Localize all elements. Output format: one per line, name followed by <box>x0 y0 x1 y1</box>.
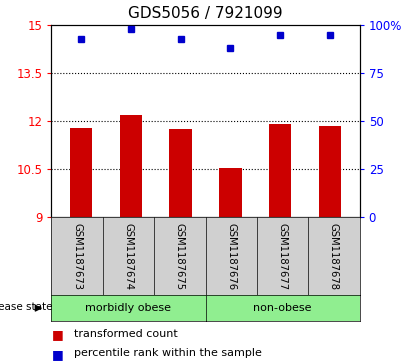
Text: GSM1187678: GSM1187678 <box>329 223 339 290</box>
Text: ■: ■ <box>51 348 63 362</box>
Text: morbidly obese: morbidly obese <box>85 303 171 313</box>
Text: GSM1187674: GSM1187674 <box>123 223 134 290</box>
Text: non-obese: non-obese <box>253 303 312 313</box>
Title: GDS5056 / 7921099: GDS5056 / 7921099 <box>128 7 283 21</box>
Bar <box>169 129 192 217</box>
Text: transformed count: transformed count <box>74 329 178 339</box>
Bar <box>269 125 291 217</box>
Text: GSM1187673: GSM1187673 <box>72 223 82 290</box>
Bar <box>219 168 242 217</box>
Text: disease state: disease state <box>0 302 53 312</box>
Text: GSM1187675: GSM1187675 <box>175 223 185 290</box>
Bar <box>319 126 341 217</box>
Text: GSM1187677: GSM1187677 <box>277 223 288 290</box>
Text: GSM1187676: GSM1187676 <box>226 223 236 290</box>
Bar <box>120 115 142 217</box>
Text: ■: ■ <box>51 329 63 342</box>
Text: percentile rank within the sample: percentile rank within the sample <box>74 348 262 359</box>
Bar <box>70 128 92 217</box>
